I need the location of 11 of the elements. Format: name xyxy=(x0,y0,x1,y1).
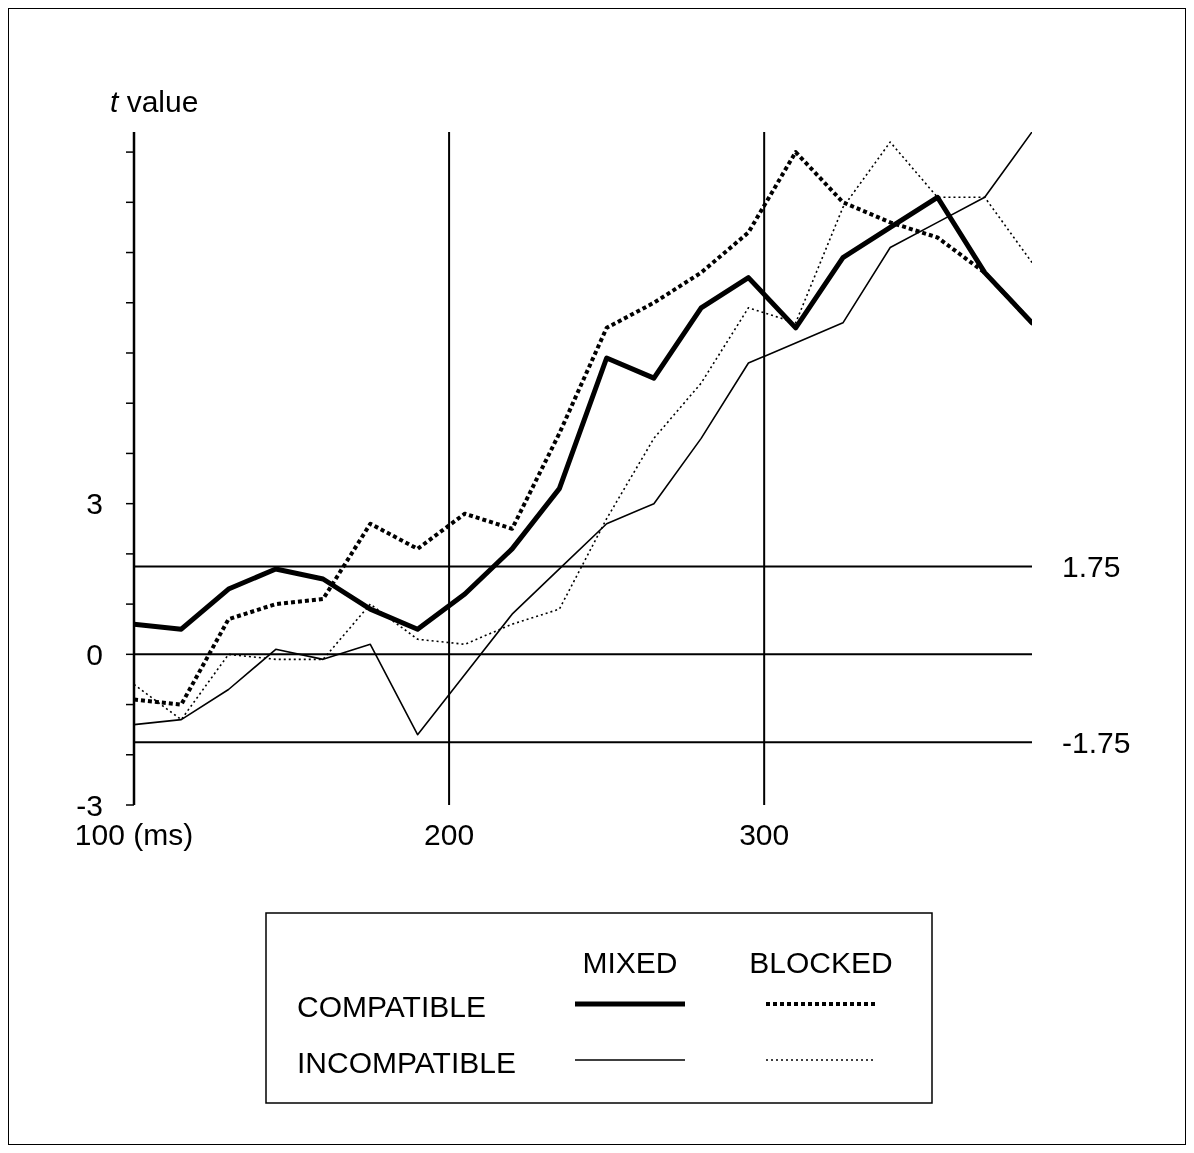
ref-line-label: -1.75 xyxy=(1062,725,1131,759)
x-tick-label: 300 xyxy=(739,818,790,852)
text: INCOMPATIBLE xyxy=(297,1046,516,1079)
x-tick-label: 200 xyxy=(424,818,475,852)
y-tick-label: 3 xyxy=(86,487,103,521)
text: MIXED xyxy=(582,946,678,979)
y-tick-label: 0 xyxy=(86,637,103,671)
y-axis-title: t value xyxy=(110,85,199,118)
text: COMPATIBLE xyxy=(297,990,486,1023)
text: BLOCKED xyxy=(749,946,893,979)
ref-line-label: 1.75 xyxy=(1062,550,1121,584)
